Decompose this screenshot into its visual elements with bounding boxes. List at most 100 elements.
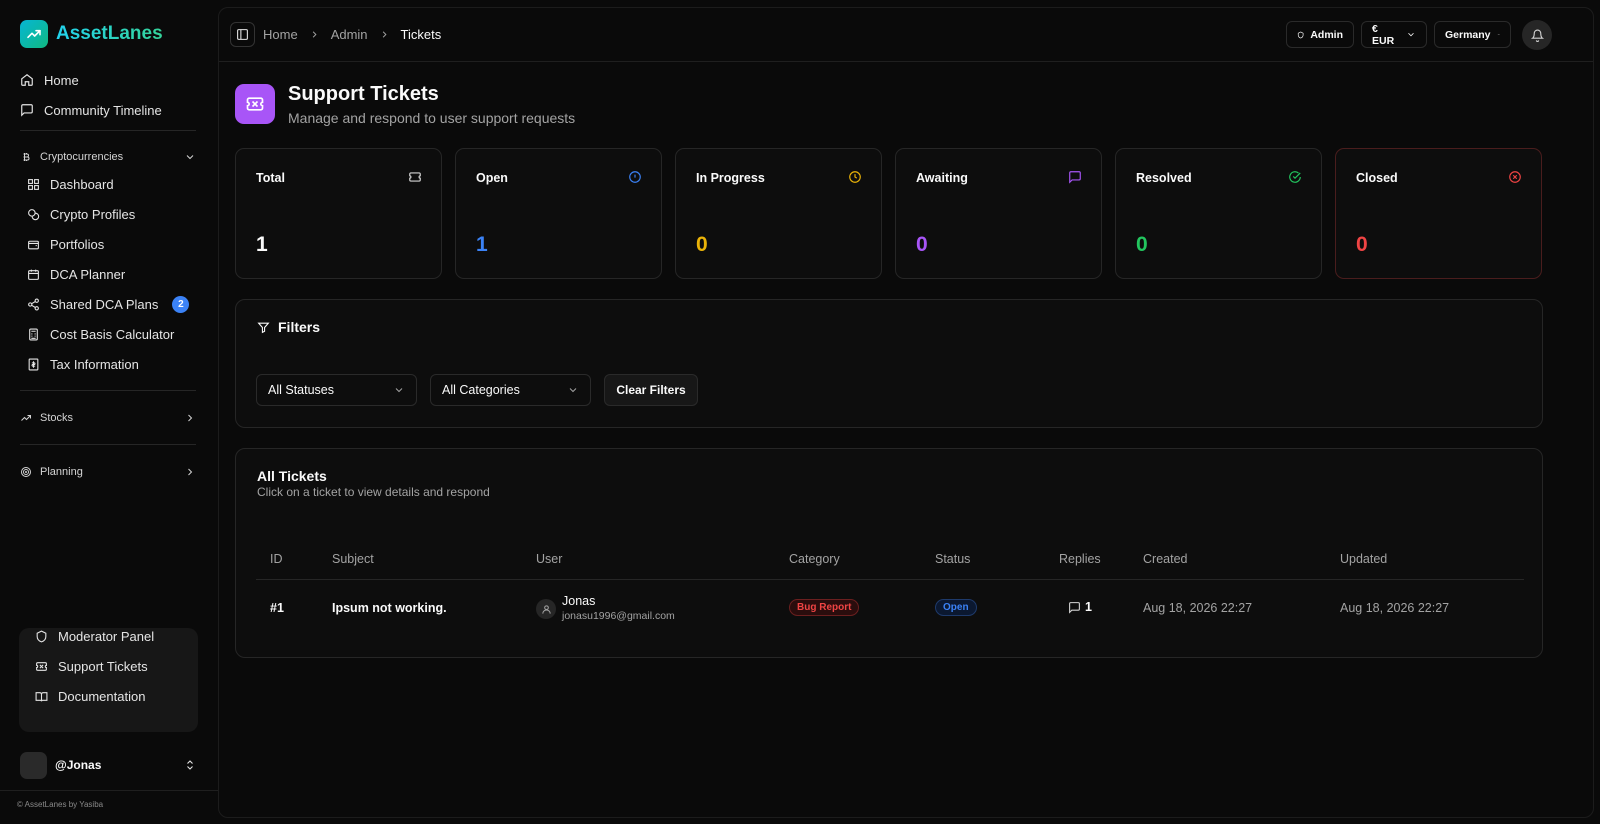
user-icon bbox=[536, 599, 556, 619]
ticket-updated: Aug 18, 2026 22:27 bbox=[1340, 601, 1450, 615]
status-badge: Open bbox=[935, 599, 977, 616]
ticket-id: #1 bbox=[270, 601, 284, 615]
stat-card-resolved: Resolved 0 bbox=[1115, 148, 1322, 279]
coins-icon bbox=[28, 208, 40, 220]
panel-left-icon bbox=[237, 29, 248, 40]
ticket-icon bbox=[235, 84, 275, 124]
section-cryptocurrencies[interactable]: Cryptocurrencies bbox=[20, 151, 196, 163]
stat-value: 0 bbox=[1356, 233, 1368, 256]
admin-button[interactable]: Admin bbox=[1286, 21, 1354, 48]
sidebar-item-label: Shared DCA Plans bbox=[50, 296, 159, 312]
stat-label: Awaiting bbox=[916, 171, 968, 185]
column-header-updated[interactable]: Updated bbox=[1340, 552, 1388, 566]
sidebar-item-cost-basis-calculator[interactable]: Cost Basis Calculator bbox=[27, 324, 174, 344]
app-logo[interactable]: AssetLanes bbox=[20, 20, 163, 48]
sidebar-item-label: Home bbox=[44, 72, 79, 88]
column-header-user[interactable]: User bbox=[536, 552, 563, 566]
sidebar: AssetLanes Home Community Timeline Crypt… bbox=[0, 0, 218, 824]
divider bbox=[20, 444, 196, 445]
receipt-icon bbox=[28, 358, 39, 370]
trending-up-icon bbox=[21, 415, 31, 421]
sidebar-item-tax-information[interactable]: Tax Information bbox=[27, 354, 139, 374]
column-header-subject[interactable]: Subject bbox=[332, 552, 374, 566]
divider bbox=[20, 390, 196, 391]
column-header-category[interactable]: Category bbox=[789, 552, 840, 566]
sidebar-item-label: Portfolios bbox=[50, 236, 105, 252]
home-icon bbox=[21, 74, 33, 86]
admin-label: Admin bbox=[1310, 28, 1343, 41]
chevron-down-icon bbox=[186, 155, 194, 160]
chevron-down-icon bbox=[1408, 32, 1414, 37]
chevrons-up-down-icon bbox=[187, 760, 193, 770]
sidebar-item-shared-dca-plans[interactable]: Shared DCA Plans 2 bbox=[27, 294, 190, 314]
bitcoin-icon bbox=[23, 153, 30, 161]
tickets-subtitle: Click on a ticket to view details and re… bbox=[257, 485, 490, 499]
sidebar-toggle-button[interactable] bbox=[230, 22, 255, 47]
count-badge: 2 bbox=[172, 295, 190, 313]
page-subtitle: Manage and respond to user support reque… bbox=[288, 110, 576, 126]
status-filter-value: All Statuses bbox=[268, 383, 335, 397]
stat-value: 1 bbox=[476, 233, 488, 256]
country-select[interactable]: Germany bbox=[1434, 21, 1511, 48]
ticket-user-name: Jonas bbox=[562, 594, 596, 608]
stat-label: Resolved bbox=[1136, 171, 1192, 185]
filters-title: Filters bbox=[278, 319, 321, 335]
chevron-right-icon bbox=[188, 414, 193, 422]
section-planning[interactable]: Planning bbox=[20, 466, 196, 478]
column-header-created[interactable]: Created bbox=[1143, 552, 1188, 566]
column-header-id[interactable]: ID bbox=[270, 552, 283, 566]
clear-filters-button[interactable]: Clear Filters bbox=[604, 374, 698, 406]
share-icon bbox=[28, 298, 39, 310]
x-circle-icon bbox=[1509, 171, 1521, 183]
sidebar-item-support-tickets[interactable]: Support Tickets bbox=[35, 656, 148, 676]
status-filter-select[interactable]: All Statuses bbox=[256, 374, 417, 406]
stat-label: Total bbox=[256, 171, 285, 185]
ticket-user-email: jonasu1996@gmail.com bbox=[562, 610, 675, 622]
user-menu[interactable]: @Jonas bbox=[20, 748, 196, 782]
currency-select[interactable]: € EUR bbox=[1361, 21, 1427, 48]
sidebar-item-community-timeline[interactable]: Community Timeline bbox=[20, 100, 162, 120]
app-name: AssetLanes bbox=[56, 23, 163, 44]
stat-card-open: Open 1 bbox=[455, 148, 662, 279]
chevron-down-icon bbox=[395, 388, 403, 393]
chevron-right-icon bbox=[382, 31, 387, 38]
breadcrumb-home[interactable]: Home bbox=[263, 27, 298, 42]
stat-label: In Progress bbox=[696, 171, 765, 185]
divider bbox=[256, 579, 1524, 580]
divider bbox=[20, 130, 196, 131]
bell-icon bbox=[1530, 29, 1544, 42]
section-label: Cryptocurrencies bbox=[40, 151, 124, 163]
table-row[interactable]: #1 Ipsum not working. Jonas jonasu1996@g… bbox=[256, 580, 1524, 638]
sidebar-item-label: Documentation bbox=[58, 688, 146, 704]
shield-icon bbox=[1297, 31, 1304, 38]
stat-card-total: Total 1 bbox=[235, 148, 442, 279]
category-filter-select[interactable]: All Categories bbox=[430, 374, 591, 406]
top-bar: Home Admin Tickets Admin € EUR Germany bbox=[219, 8, 1593, 62]
notifications-button[interactable] bbox=[1522, 20, 1552, 50]
shield-icon bbox=[36, 629, 47, 642]
stat-value: 0 bbox=[916, 233, 928, 256]
admin-links-panel bbox=[19, 628, 198, 732]
column-header-status[interactable]: Status bbox=[935, 552, 971, 566]
breadcrumb: Home Admin Tickets bbox=[263, 27, 441, 42]
sidebar-item-home[interactable]: Home bbox=[20, 70, 79, 90]
sidebar-item-label: Crypto Profiles bbox=[50, 206, 136, 222]
sidebar-item-moderator-panel[interactable]: Moderator Panel bbox=[35, 626, 154, 646]
breadcrumb-admin[interactable]: Admin bbox=[330, 27, 368, 42]
stat-value: 0 bbox=[696, 233, 708, 256]
sidebar-item-documentation[interactable]: Documentation bbox=[35, 686, 145, 706]
stat-value: 1 bbox=[256, 233, 268, 256]
sidebar-item-dashboard[interactable]: Dashboard bbox=[27, 174, 114, 194]
sidebar-item-dca-planner[interactable]: DCA Planner bbox=[27, 264, 125, 284]
sidebar-item-label: Community Timeline bbox=[44, 102, 162, 118]
chevron-right-icon bbox=[188, 468, 193, 476]
sidebar-item-crypto-profiles[interactable]: Crypto Profiles bbox=[27, 204, 135, 224]
section-stocks[interactable]: Stocks bbox=[20, 412, 196, 424]
column-header-replies[interactable]: Replies bbox=[1059, 552, 1101, 566]
section-label: Stocks bbox=[40, 412, 74, 424]
category-badge: Bug Report bbox=[789, 599, 860, 616]
sidebar-item-portfolios[interactable]: Portfolios bbox=[27, 234, 104, 254]
filters-heading: Filters bbox=[257, 319, 320, 335]
status-badge-label: Open bbox=[935, 599, 977, 616]
main-content: Home Admin Tickets Admin € EUR Germany S… bbox=[218, 7, 1594, 818]
